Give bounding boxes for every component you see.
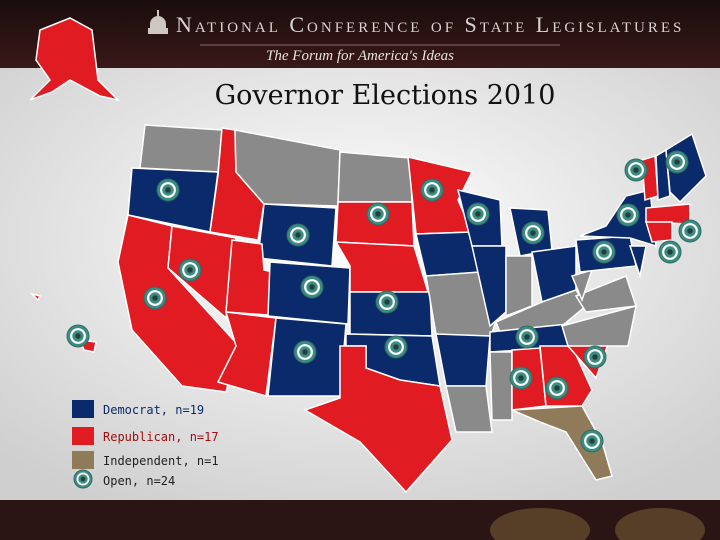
state <box>561 304 637 347</box>
open-marker-dot <box>592 354 598 360</box>
header-band <box>0 0 720 68</box>
open-marker-dot <box>165 187 171 193</box>
state <box>234 129 341 207</box>
state <box>644 221 673 243</box>
legend-label: Open, n=24 <box>103 474 175 488</box>
state <box>445 385 493 433</box>
state <box>139 124 223 173</box>
state <box>511 405 613 481</box>
state <box>570 268 594 303</box>
open-marker-dot <box>375 211 381 217</box>
open-marker-dot <box>667 249 673 255</box>
open-marker-dot <box>384 299 390 305</box>
open-marker-dot <box>80 476 86 482</box>
open-marker-dot <box>295 232 301 238</box>
legend-label: Republican, n=17 <box>103 430 219 444</box>
state <box>303 345 453 494</box>
legend-label: Independent, n=1 <box>103 454 219 468</box>
footer-ornament <box>490 508 705 540</box>
legend-swatch <box>72 451 94 469</box>
open-marker-dot <box>554 385 560 391</box>
open-marker-dot <box>518 375 524 381</box>
state <box>645 203 691 225</box>
state <box>334 241 430 293</box>
legend-swatch <box>72 427 94 445</box>
state <box>435 333 491 387</box>
legend-label: Democrat, n=19 <box>103 403 204 417</box>
state <box>216 311 277 397</box>
state <box>628 245 647 279</box>
open-markers <box>66 150 702 453</box>
open-marker-dot <box>687 228 693 234</box>
state <box>167 225 237 320</box>
open-marker-dot <box>309 284 315 290</box>
state <box>29 17 121 102</box>
open-marker-dot <box>393 344 399 350</box>
open-marker-dot <box>524 334 530 340</box>
state <box>489 351 513 421</box>
tagline: The Forum for America's Ideas <box>266 48 454 64</box>
open-marker-dot <box>589 438 595 444</box>
open-marker-dot <box>75 333 81 339</box>
open-marker-dot <box>530 230 536 236</box>
map-title: Governor Elections 2010 <box>215 80 556 111</box>
state <box>505 255 533 318</box>
open-marker-dot <box>633 167 639 173</box>
open-marker-dot <box>187 267 193 273</box>
state <box>29 292 42 302</box>
state <box>425 271 497 341</box>
state <box>574 275 638 313</box>
us-map <box>29 17 707 494</box>
organization-name: National Conference of State Legislature… <box>176 12 684 37</box>
footer-band <box>0 500 720 540</box>
capitol-icon <box>148 10 168 34</box>
legend: Democrat, n=19 Republican, n=17 Independen… <box>72 400 219 489</box>
open-marker-dot <box>625 212 631 218</box>
open-marker-dot <box>302 349 308 355</box>
open-marker-dot <box>601 249 607 255</box>
legend-swatch <box>72 400 94 418</box>
open-marker-dot <box>152 295 158 301</box>
open-marker-dot <box>429 187 435 193</box>
open-marker-dot <box>674 159 680 165</box>
state <box>337 151 413 203</box>
open-marker-dot <box>475 211 481 217</box>
